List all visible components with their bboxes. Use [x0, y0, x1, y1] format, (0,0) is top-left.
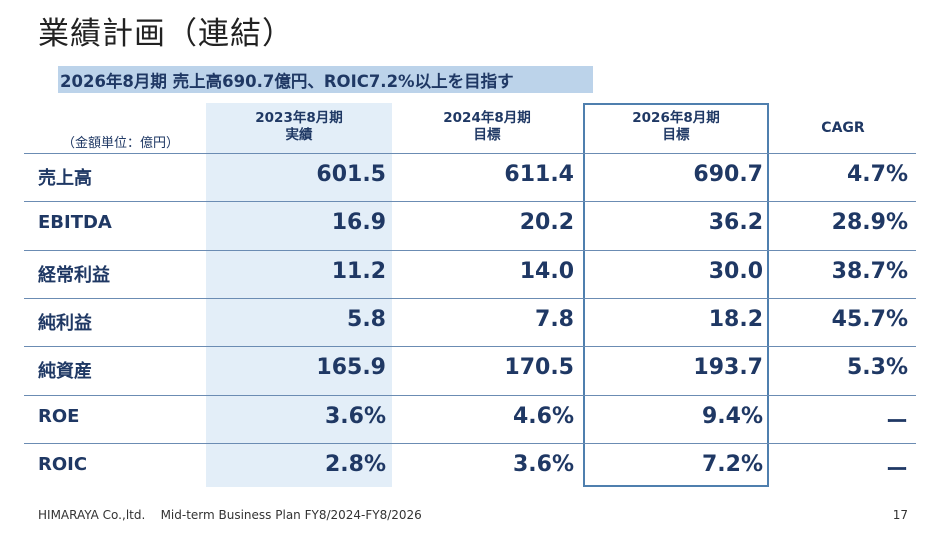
headline: 2026年8月期 売上高690.7億円、ROIC7.2%以上を目指す: [60, 72, 514, 91]
row-label: EBITDA: [38, 212, 112, 234]
table-cell: 3.6%: [512, 451, 574, 477]
table-cell: 165.9: [316, 355, 386, 381]
footer-text: HIMARAYA Co.,ltd. Mid-term Business Plan…: [38, 508, 422, 522]
row-label: 売上高: [38, 168, 92, 190]
column-header-period: 2024年8月期: [443, 110, 531, 126]
table-cell: 601.5: [316, 162, 386, 188]
table-cell: 611.4: [504, 162, 574, 188]
row-label: ROE: [38, 405, 80, 427]
row-label: 純利益: [38, 313, 92, 335]
column-header-cagr: CAGR: [821, 120, 865, 136]
page-number: 17: [892, 508, 908, 522]
table-cell: 7.8: [535, 307, 574, 333]
column-header-type: 目標: [473, 127, 501, 143]
cagr-cell: ー: [885, 409, 908, 435]
footer-plan: Mid-term Business Plan FY8/2024-FY8/2026: [160, 508, 422, 522]
table-divider: [24, 443, 916, 444]
row-label: ROIC: [38, 453, 88, 475]
column-header-type: 実績: [285, 127, 313, 143]
table-cell: 18.2: [708, 307, 763, 333]
table-cell: 7.2%: [701, 451, 763, 477]
cagr-cell: 45.7%: [831, 307, 908, 333]
table-cell: 4.6%: [512, 403, 574, 429]
table-cell: 11.2: [331, 258, 386, 284]
table-cell: 36.2: [708, 210, 763, 236]
table-cell: 14.0: [519, 258, 574, 284]
table-cell: 20.2: [519, 210, 574, 236]
cagr-cell: 5.3%: [846, 355, 908, 381]
table-cell: 690.7: [693, 162, 763, 188]
column-header-period: 2023年8月期: [255, 110, 343, 126]
actual-column-highlight: [206, 103, 392, 487]
headline-highlight: [58, 66, 593, 93]
column-header-fy2024: 2024年8月期 目標: [394, 110, 580, 144]
cagr-cell: ー: [885, 457, 908, 483]
column-header-fy2023: 2023年8月期 実績: [206, 110, 392, 144]
row-label: 経常利益: [38, 264, 110, 286]
page-title: 業績計画（連結）: [38, 16, 294, 52]
table-cell: 170.5: [504, 355, 574, 381]
table-divider: [24, 346, 916, 347]
row-label: 純資産: [38, 361, 92, 383]
column-header-type: 目標: [662, 127, 690, 143]
table-cell: 9.4%: [701, 403, 763, 429]
footer-company: HIMARAYA Co.,ltd.: [38, 508, 146, 522]
target-column-frame: [583, 103, 769, 487]
cagr-cell: 28.9%: [831, 210, 908, 236]
table-divider: [24, 298, 916, 299]
table-cell: 3.6%: [324, 403, 386, 429]
table-cell: 5.8: [347, 307, 386, 333]
table-divider: [24, 395, 916, 396]
table-divider: [24, 153, 916, 154]
table-divider: [24, 201, 916, 202]
cagr-cell: 38.7%: [831, 258, 908, 284]
unit-label: （金額単位：億円）: [62, 136, 180, 151]
table-divider: [24, 250, 916, 251]
table-cell: 193.7: [693, 355, 763, 381]
cagr-cell: 4.7%: [846, 162, 908, 188]
column-header-fy2026: 2026年8月期 目標: [583, 110, 769, 144]
table-cell: 30.0: [708, 258, 763, 284]
column-header-period: 2026年8月期: [632, 110, 720, 126]
table-cell: 16.9: [331, 210, 386, 236]
table-cell: 2.8%: [324, 451, 386, 477]
